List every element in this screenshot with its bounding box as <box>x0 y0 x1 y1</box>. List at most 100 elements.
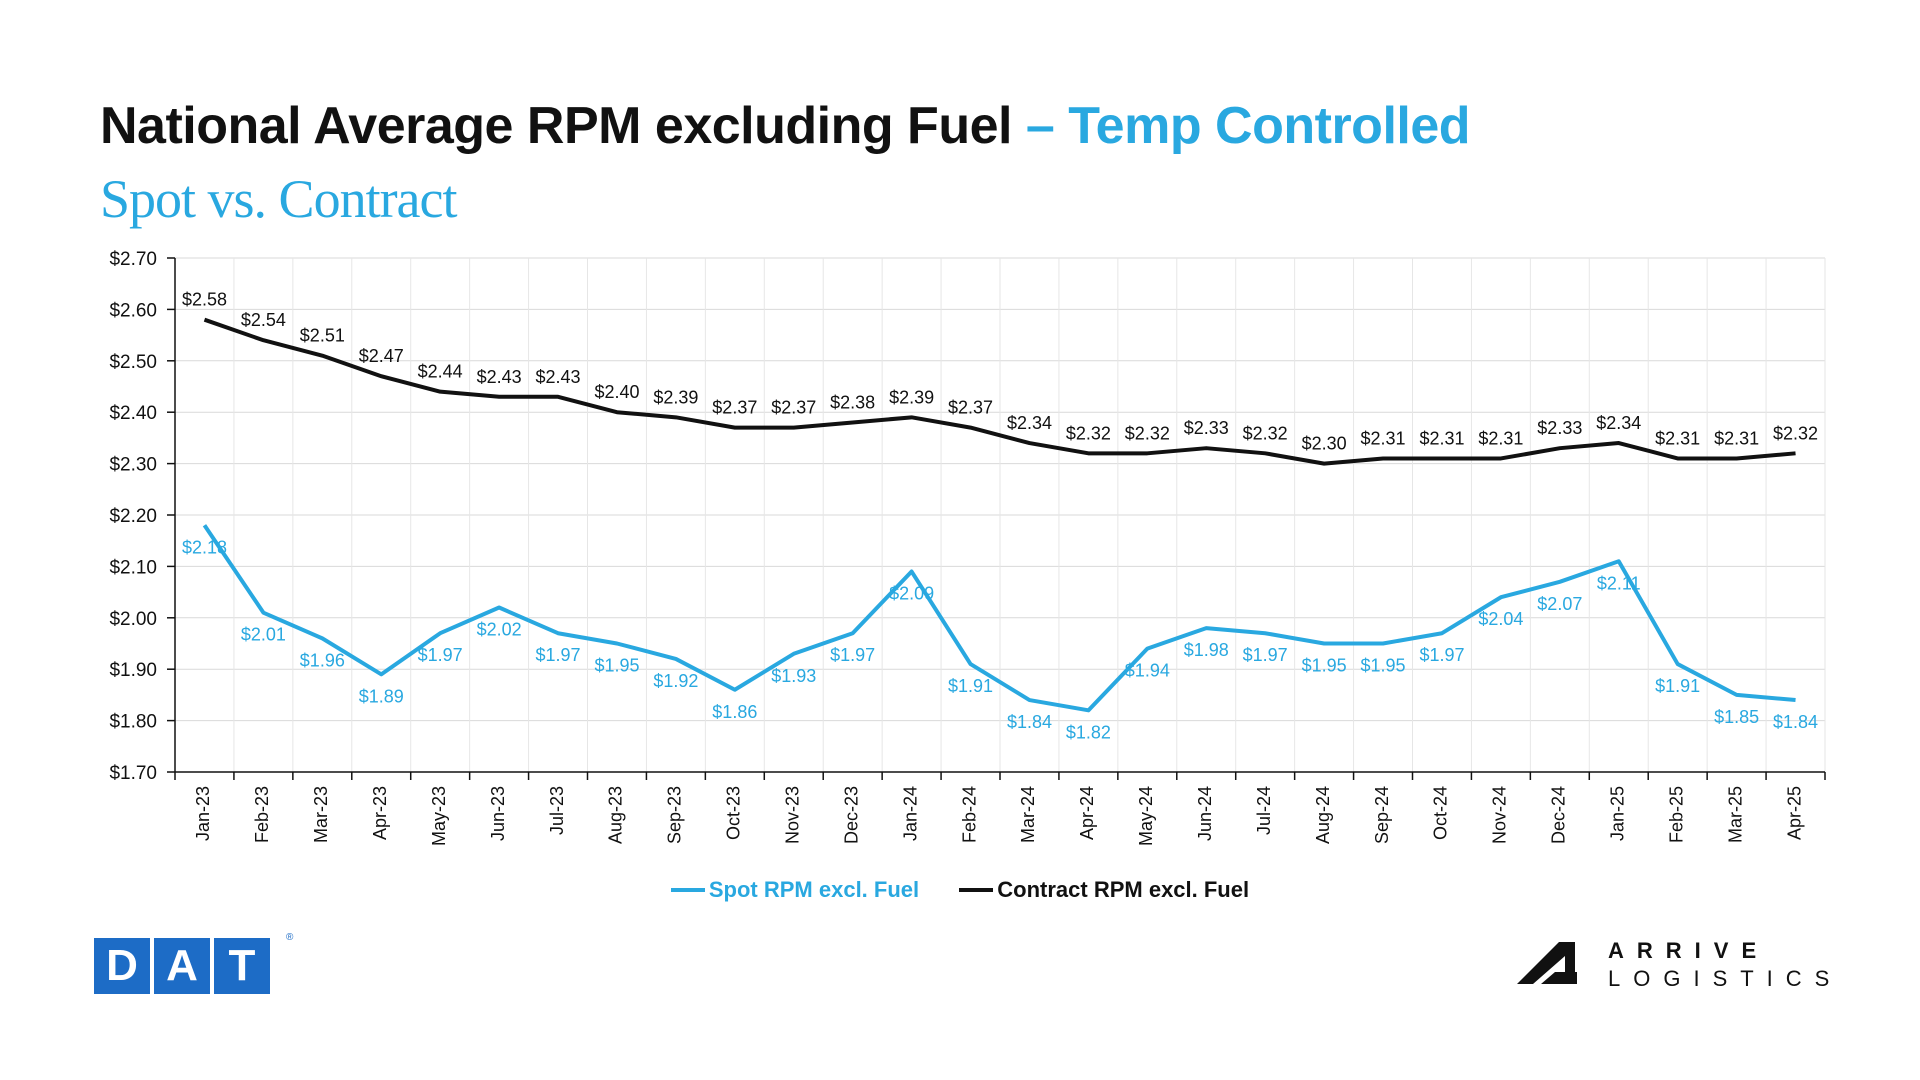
legend-item-contract: Contract RPM excl. Fuel <box>959 877 1249 903</box>
data-label-contract: $2.34 <box>1007 413 1052 433</box>
x-tick-label: Jul-23 <box>547 786 567 835</box>
data-label-spot: $2.18 <box>182 537 227 557</box>
data-label-contract: $2.32 <box>1243 423 1288 443</box>
data-label-spot: $1.89 <box>359 686 404 706</box>
data-label-contract: $2.43 <box>477 367 522 387</box>
data-label-contract: $2.54 <box>241 310 286 330</box>
data-label-spot: $1.94 <box>1125 661 1170 681</box>
legend-swatch-spot <box>670 888 705 892</box>
legend-swatch-contract <box>959 888 994 892</box>
dat-logo-letter: T <box>214 938 270 994</box>
y-tick-label: $2.10 <box>109 557 157 578</box>
data-label-contract: $2.34 <box>1596 413 1641 433</box>
title-main: National Average RPM excluding Fuel <box>100 97 1012 155</box>
y-tick-label: $2.50 <box>109 352 157 373</box>
data-label-spot: $2.11 <box>1597 573 1641 593</box>
x-tick-label: Jan-23 <box>193 786 213 841</box>
data-label-contract: $2.37 <box>771 398 816 418</box>
data-label-contract: $2.47 <box>359 346 404 366</box>
x-tick-label: Apr-25 <box>1784 786 1804 840</box>
data-label-contract: $2.44 <box>418 362 463 382</box>
data-label-spot: $1.97 <box>1419 645 1464 665</box>
title-accent: – Temp Controlled <box>1025 97 1471 155</box>
data-label-contract: $2.31 <box>1714 428 1759 448</box>
data-label-contract: $2.40 <box>594 382 639 402</box>
data-label-spot: $1.95 <box>594 656 639 676</box>
x-tick-label: Feb-24 <box>959 786 979 843</box>
x-tick-label: Oct-24 <box>1431 786 1451 840</box>
arrive-logo-line2: LOGISTICS <box>1608 966 1843 991</box>
x-tick-label: Dec-23 <box>841 786 861 844</box>
data-label-contract: $2.39 <box>889 387 934 407</box>
y-tick-label: $1.80 <box>109 712 157 733</box>
x-tick-label: Jan-25 <box>1608 786 1628 841</box>
data-label-spot: $1.91 <box>1655 676 1700 696</box>
x-tick-label: Mar-24 <box>1018 786 1038 843</box>
data-label-contract: $2.33 <box>1537 418 1582 438</box>
data-label-spot: $1.95 <box>1361 656 1406 676</box>
y-tick-label: $2.30 <box>109 455 157 476</box>
x-tick-label: Mar-25 <box>1725 786 1745 843</box>
dat-logo: D A T <box>94 938 274 994</box>
chart-legend: Spot RPM excl. Fuel Contract RPM excl. F… <box>0 872 1920 903</box>
x-tick-label: Apr-24 <box>1077 786 1097 840</box>
series-line-contract <box>203 317 1796 466</box>
data-label-contract: $2.38 <box>830 392 875 412</box>
data-label-contract: $2.37 <box>712 398 757 418</box>
x-tick-label: Sep-24 <box>1372 786 1392 844</box>
series-line-spot <box>202 524 1796 713</box>
data-label-contract: $2.32 <box>1066 423 1111 443</box>
x-tick-label: Feb-23 <box>252 786 272 843</box>
x-tick-label: Aug-24 <box>1313 786 1333 844</box>
x-tick-label: Jul-24 <box>1254 786 1274 835</box>
data-label-contract: $2.30 <box>1302 434 1347 454</box>
arrive-logo-line1: ARRIVE <box>1608 938 1770 963</box>
data-label-spot: $1.92 <box>653 671 698 691</box>
x-tick-label: Nov-23 <box>783 786 803 844</box>
x-tick-label: Sep-23 <box>665 786 685 844</box>
data-label-spot: $1.82 <box>1066 722 1111 742</box>
data-label-spot: $2.07 <box>1537 594 1582 614</box>
x-tick-label: Jan-24 <box>900 786 920 841</box>
data-label-contract: $2.37 <box>948 398 993 418</box>
x-tick-label: Dec-24 <box>1549 786 1569 844</box>
x-tick-label: Oct-23 <box>724 786 744 840</box>
data-label-spot: $1.93 <box>771 666 816 686</box>
data-label-spot: $1.85 <box>1714 707 1759 727</box>
line-chart: $1.70 $1.80 $1.90 $2.00 $2.10 $2.20 $2.30 $2.40… <box>109 249 1826 846</box>
arrive-logo-icon <box>1517 942 1577 984</box>
dat-logo-letter: A <box>154 938 210 994</box>
data-label-spot: $2.02 <box>477 620 522 640</box>
data-label-contract: $2.31 <box>1478 428 1523 448</box>
x-tick-label: Feb-25 <box>1666 786 1686 843</box>
data-label-spot: $1.97 <box>830 645 875 665</box>
y-tick-label: $2.00 <box>109 609 157 630</box>
legend-item-spot: Spot RPM excl. Fuel <box>670 877 920 903</box>
data-label-spot: $2.09 <box>889 584 934 604</box>
x-tick-label: Nov-24 <box>1490 786 1510 844</box>
x-tick-label: Apr-23 <box>370 786 390 840</box>
data-label-contract: $2.58 <box>182 290 227 310</box>
data-label-spot: $1.96 <box>300 650 345 670</box>
chart-subtitle: Spot vs. Contract <box>100 169 457 229</box>
chart-title: National Average RPM excluding Fuel – Te… <box>100 96 1471 156</box>
dat-logo-letter: D <box>94 938 150 994</box>
y-tick-label: $2.70 <box>109 249 157 270</box>
legend-label-spot: Spot RPM excl. Fuel <box>708 877 920 902</box>
data-label-contract: $2.51 <box>300 326 345 346</box>
data-label-spot: $1.97 <box>418 645 463 665</box>
data-label-spot: $1.97 <box>1243 645 1288 665</box>
x-tick-label: Jun-24 <box>1195 786 1215 841</box>
data-label-contract: $2.39 <box>653 387 698 407</box>
y-tick-label: $1.90 <box>109 660 157 681</box>
x-tick-label: Mar-23 <box>311 786 331 843</box>
x-tick-label: Aug-23 <box>606 786 626 844</box>
data-label-spot: $1.95 <box>1302 656 1347 676</box>
data-label-contract: $2.32 <box>1773 423 1818 443</box>
x-tick-label: May-23 <box>429 786 449 846</box>
data-label-contract: $2.43 <box>536 367 581 387</box>
legend-label-contract: Contract RPM excl. Fuel <box>997 877 1250 902</box>
data-label-spot: $2.01 <box>241 625 286 645</box>
y-tick-label: $2.20 <box>109 506 157 527</box>
x-tick-label: May-24 <box>1136 786 1156 846</box>
